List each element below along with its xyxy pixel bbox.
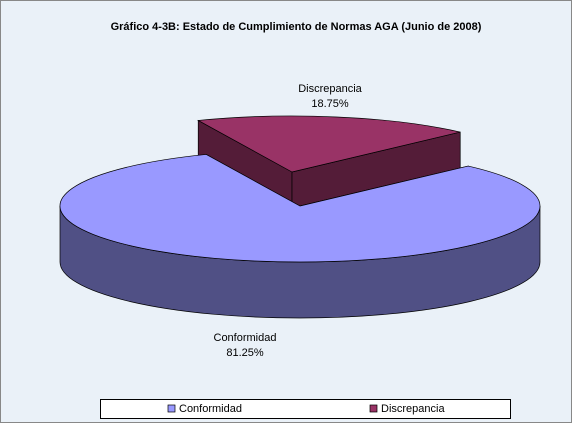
data-label-name: Conformidad <box>214 332 277 344</box>
data-label-value: 81.25% <box>226 347 264 359</box>
data-label-value: 18.75% <box>311 98 349 110</box>
slice-top <box>197 115 461 173</box>
legend-swatch <box>167 404 176 413</box>
legend-box <box>100 399 511 419</box>
pie-slice <box>59 153 541 319</box>
chart-title: Gráfico 4-3B: Estado de Cumplimiento de … <box>111 21 482 33</box>
legend-swatch <box>369 404 378 413</box>
data-label-name: Discrepancia <box>298 83 362 95</box>
slice-top <box>59 154 541 263</box>
legend-label: Discrepancia <box>381 403 445 415</box>
legend-label: Conformidad <box>179 403 242 415</box>
